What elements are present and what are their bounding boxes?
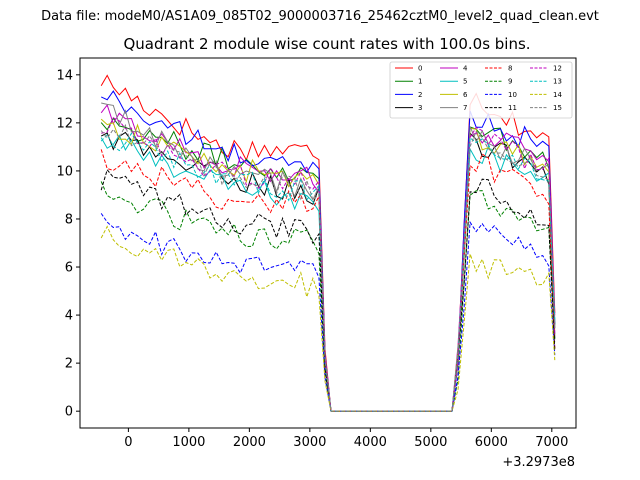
legend-label: 5: [463, 78, 467, 86]
plot-area: [80, 58, 576, 428]
legend-box: [389, 61, 573, 119]
x-tick-label: 3000: [293, 435, 326, 450]
legend-label: 10: [508, 91, 517, 99]
series-line-15: [100, 123, 556, 412]
legend-label: 11: [508, 104, 517, 112]
x-tick-label: 7000: [535, 435, 568, 450]
y-tick-label: 0: [65, 405, 73, 420]
y-tick-label: 6: [65, 261, 73, 276]
y-tick-label: 12: [56, 116, 73, 131]
chart-title: Quadrant 2 module wise count rates with …: [123, 35, 530, 53]
y-tick-label: 8: [65, 212, 73, 227]
x-offset-label: +3.2973e8: [502, 455, 575, 470]
y-tick-label: 14: [56, 68, 73, 83]
legend-label: 9: [508, 78, 512, 86]
legend-label: 6: [463, 91, 468, 99]
x-tick-label: 0: [124, 435, 132, 450]
y-axis: 0 2 4 6 8 10 12 14: [56, 68, 80, 420]
legend-label: 14: [553, 91, 562, 99]
x-tick-label: 6000: [475, 435, 508, 450]
x-axis: 0 1000 2000 3000 4000 5000 6000 7000: [124, 428, 568, 450]
y-tick-label: 10: [56, 164, 73, 179]
x-tick-label: 2000: [233, 435, 266, 450]
legend-label: 0: [418, 65, 422, 73]
x-tick-label: 1000: [172, 435, 205, 450]
series-line-14: [100, 225, 556, 412]
x-tick-label: 4000: [354, 435, 387, 450]
x-tick-label: 5000: [414, 435, 447, 450]
legend-label: 12: [553, 65, 562, 73]
axes-frame: [79, 57, 577, 429]
y-tick-label: 4: [65, 309, 73, 324]
series-line-10: [100, 213, 556, 412]
legend-label: 1: [418, 78, 422, 86]
data-file-label: Data file: modeM0/AS1A09_085T02_90000037…: [41, 9, 599, 24]
legend-label: 7: [463, 104, 467, 112]
legend-label: 15: [553, 104, 562, 112]
legend-label: 4: [463, 65, 468, 73]
legend-label: 2: [418, 91, 422, 99]
legend-label: 3: [418, 104, 422, 112]
series-layer: [100, 74, 556, 412]
series-line-8: [100, 149, 556, 412]
legend-label: 13: [553, 78, 562, 86]
y-tick-label: 2: [65, 357, 73, 372]
legend-label: 8: [508, 65, 512, 73]
